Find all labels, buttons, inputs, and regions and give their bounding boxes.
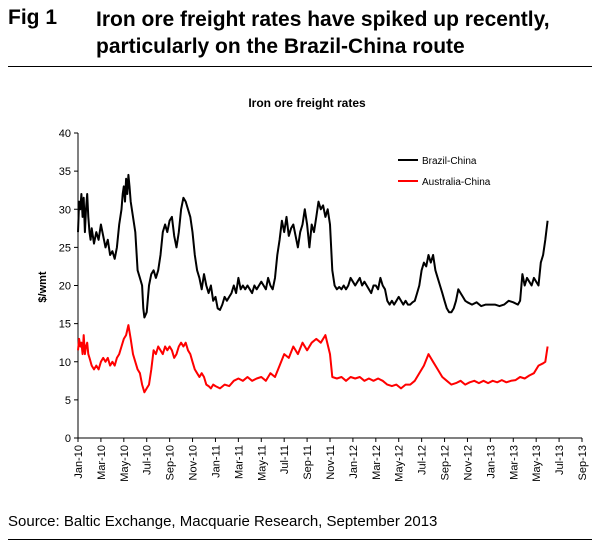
x-tick-label: Jul-13 [554,445,566,475]
x-tick-label: Jan-13 [485,445,497,479]
x-tick-label: May-12 [394,445,406,482]
series-layer [77,173,549,394]
x-tick-label: Sep-12 [440,445,452,480]
x-tick-label: May-10 [119,445,131,482]
y-tick-label: 5 [65,395,71,407]
x-tick-label: May-11 [256,445,268,481]
source-note: Source: Baltic Exchange, Macquarie Resea… [8,513,438,530]
x-tick-label: Jan-10 [73,445,85,479]
series-line-australia-china [77,324,549,394]
y-tick-label: 35 [59,166,71,178]
x-tick-label: Mar-11 [233,445,245,479]
x-tick-label: Jan-11 [210,445,222,478]
figure-title: Iron ore freight rates have spiked up re… [96,6,596,60]
x-tick-label: May-13 [531,445,543,482]
y-tick-label: 40 [59,128,71,140]
x-tick-label: Mar-13 [508,445,520,480]
x-tick-label: Mar-12 [371,445,383,480]
x-tick-label: Nov-11 [325,445,337,480]
y-axis-label: $/wmt [37,271,49,303]
x-tick-label: Sep-13 [577,445,589,480]
x-tick-label: Nov-12 [462,445,474,480]
y-tick-label: 10 [59,357,71,369]
x-tick-label: Jul-10 [142,445,154,475]
figure-title-line-1: Iron ore freight rates have spiked up re… [96,8,550,31]
legend-label-australia-china: Australia-China [422,177,491,188]
x-tick-label: Nov-10 [188,445,200,480]
legend: Brazil-China Australia-China [398,156,491,188]
axes: 0 5 10 15 20 25 30 35 40 Jan-10 Mar-10 May-10 Jul-10… [59,128,589,482]
x-tick-label: Sep-10 [165,445,177,480]
footer-rule [8,539,592,540]
figure-number: Fig 1 [8,6,58,29]
figure-title-line-2: particularly on the Brazil-China route [96,35,465,58]
y-tick-label: 25 [59,242,71,254]
y-tick-label: 0 [65,433,71,445]
chart-title: Iron ore freight rates [248,96,366,110]
x-tick-label: Sep-11 [302,445,314,480]
x-tick-label: Jan-12 [348,445,360,479]
y-tick-label: 30 [59,204,71,216]
x-tick-label: Jul-12 [417,445,429,475]
legend-label-brazil-china: Brazil-China [422,156,477,167]
y-tick-label: 20 [59,281,71,293]
series-line-brazil-china [77,173,549,319]
header-rule [8,66,592,67]
x-tick-label: Mar-10 [96,445,108,480]
y-tick-label: 15 [59,319,71,331]
x-tick-label: Jul-11 [279,445,291,474]
